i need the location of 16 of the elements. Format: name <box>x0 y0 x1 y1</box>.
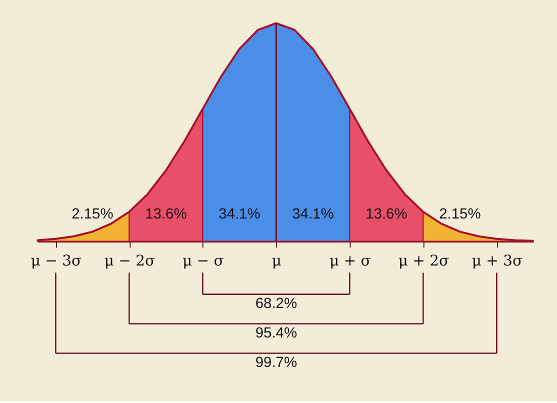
annotation: 34.1% <box>292 206 334 223</box>
x-tick-label: μ <box>272 252 282 270</box>
text: 95.4% <box>255 326 298 342</box>
x-tick-label: μ − σ <box>182 252 224 270</box>
x-tick-label: μ + 2σ <box>398 252 450 270</box>
annotation: 34.1% <box>218 206 260 223</box>
annotation: 2.15% <box>72 206 114 223</box>
annotation: 13.6% <box>145 206 187 223</box>
x-tick-label: μ − 3σ <box>30 252 82 270</box>
text: 68.2% <box>255 296 298 312</box>
x-tick-label: μ + σ <box>330 252 371 270</box>
annotation: 13.6% <box>366 206 408 223</box>
annotation: 2.15% <box>439 206 481 223</box>
x-tick-label: μ − 2σ <box>104 252 156 270</box>
text: 99.7% <box>255 355 298 372</box>
x-tick-label: μ + 3σ <box>472 252 523 270</box>
